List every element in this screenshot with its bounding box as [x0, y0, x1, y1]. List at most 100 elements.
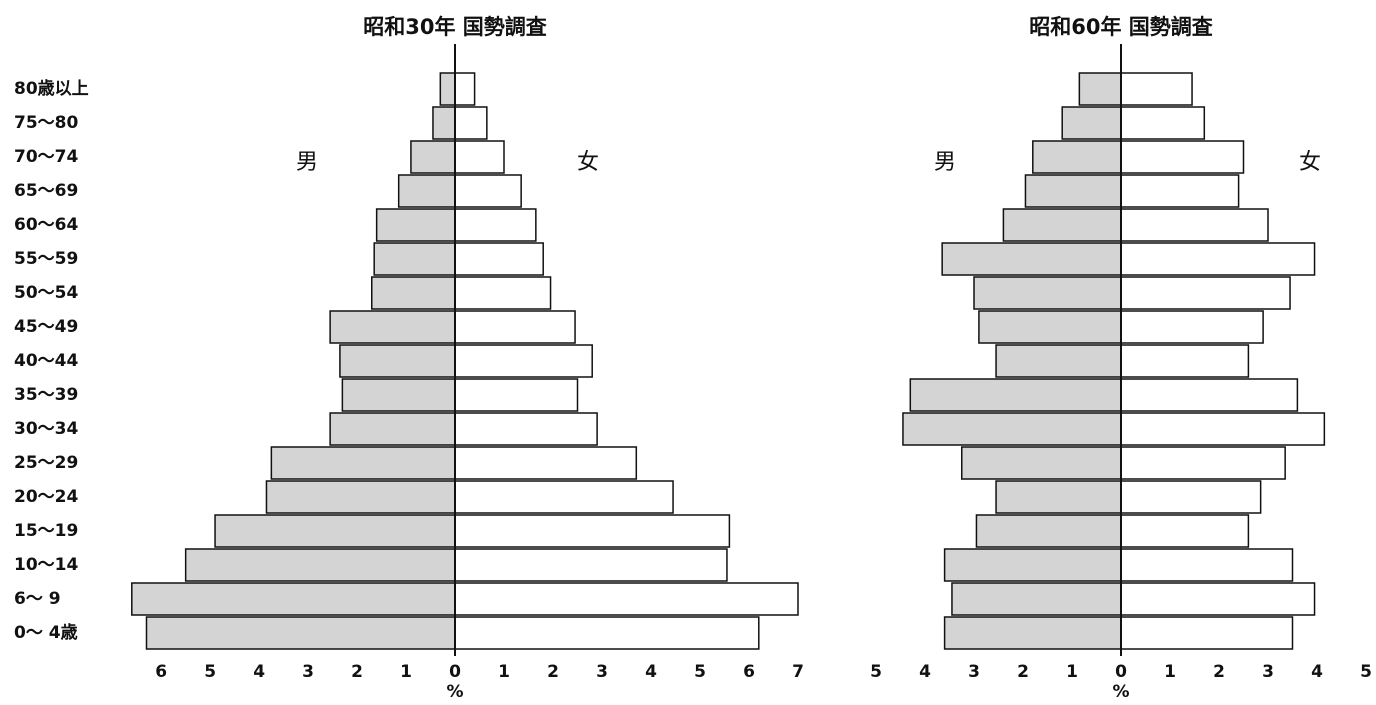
- x-tick-label: 1: [498, 662, 510, 682]
- x-tick-label: 3: [596, 662, 608, 682]
- bar: [454, 514, 731, 548]
- bar: [1032, 140, 1122, 174]
- bar: [909, 378, 1122, 412]
- bar: [1120, 72, 1193, 106]
- bar: [454, 276, 552, 310]
- bar: [454, 310, 576, 344]
- bar: [329, 412, 456, 446]
- series-label: 女: [1299, 150, 1321, 175]
- x-tick-label: 1: [1164, 662, 1176, 682]
- x-tick-label: 2: [1213, 662, 1225, 682]
- bar: [341, 378, 456, 412]
- x-tick-label: 6: [743, 662, 755, 682]
- x-axis-label: %: [1112, 682, 1129, 701]
- series-label: 女: [577, 150, 599, 175]
- bar: [943, 616, 1122, 650]
- bar: [1120, 480, 1262, 514]
- bar: [454, 378, 579, 412]
- bar: [270, 446, 456, 480]
- x-tick-label: 5: [870, 662, 882, 682]
- bar: [375, 208, 456, 242]
- y-tick-label: 60～64: [14, 215, 78, 235]
- bar: [902, 412, 1122, 446]
- bar: [432, 106, 456, 140]
- bar: [1024, 174, 1122, 208]
- x-tick-label: 6: [155, 662, 167, 682]
- bar: [1002, 208, 1122, 242]
- x-tick-label: 5: [1360, 662, 1372, 682]
- bar: [1120, 616, 1294, 650]
- bar: [1120, 344, 1250, 378]
- y-tick-label: 55～59: [14, 249, 78, 269]
- bar: [131, 582, 456, 616]
- x-tick-label: 0: [449, 662, 461, 682]
- bar: [1061, 106, 1122, 140]
- bar: [454, 480, 674, 514]
- x-tick-label: 3: [302, 662, 314, 682]
- x-tick-label: 7: [792, 662, 804, 682]
- bar: [454, 208, 537, 242]
- bar: [373, 242, 456, 276]
- bar: [1120, 140, 1245, 174]
- bar: [454, 242, 544, 276]
- y-tick-label: 0～ 4歳: [14, 622, 78, 643]
- bar: [978, 310, 1122, 344]
- bar: [1120, 446, 1286, 480]
- y-tick-label: 65～69: [14, 181, 78, 201]
- bar: [184, 548, 456, 582]
- y-tick-label: 70～74: [14, 147, 78, 167]
- bar: [214, 514, 456, 548]
- bar: [145, 616, 456, 650]
- bar: [454, 616, 760, 650]
- y-tick-label: 25～29: [14, 453, 78, 473]
- bar: [454, 548, 728, 582]
- bar: [329, 310, 456, 344]
- bar: [397, 174, 456, 208]
- bar: [951, 582, 1122, 616]
- bar: [995, 480, 1122, 514]
- bar: [941, 242, 1122, 276]
- y-tick-label: 80歳以上: [14, 78, 89, 99]
- x-tick-label: 2: [351, 662, 363, 682]
- y-tick-label: 15～19: [14, 521, 78, 541]
- bar: [1120, 514, 1250, 548]
- y-tick-label: 30～34: [14, 419, 78, 439]
- bar: [1120, 106, 1206, 140]
- y-tick-label: 50～54: [14, 283, 78, 303]
- x-tick-label: 4: [253, 662, 265, 682]
- y-tick-label: 35～39: [14, 385, 78, 405]
- bar: [961, 446, 1122, 480]
- bar: [943, 548, 1122, 582]
- chart-title: 昭和60年 国勢調査: [1029, 15, 1213, 39]
- bar: [1120, 208, 1269, 242]
- bar: [1120, 412, 1326, 446]
- x-tick-label: 3: [1262, 662, 1274, 682]
- bar: [995, 344, 1122, 378]
- bar: [454, 412, 598, 446]
- y-tick-label: 20～24: [14, 487, 78, 507]
- y-tick-label: 75～80: [14, 113, 78, 133]
- x-tick-label: 2: [547, 662, 559, 682]
- y-tick-label: 45～49: [14, 317, 78, 337]
- bar: [410, 140, 456, 174]
- y-tick-label: 6～ 9: [14, 589, 61, 609]
- x-tick-label: 0: [1115, 662, 1127, 682]
- series-label: 男: [934, 150, 956, 175]
- x-tick-label: 4: [919, 662, 931, 682]
- x-tick-label: 5: [694, 662, 706, 682]
- x-tick-label: 4: [1311, 662, 1323, 682]
- x-tick-label: 4: [645, 662, 657, 682]
- chart-title: 昭和30年 国勢調査: [363, 15, 547, 39]
- bar: [1078, 72, 1122, 106]
- bar: [439, 72, 456, 106]
- bar: [1120, 276, 1291, 310]
- bar: [975, 514, 1122, 548]
- bar: [454, 174, 522, 208]
- bar: [1120, 310, 1264, 344]
- bar: [454, 582, 799, 616]
- bar: [371, 276, 456, 310]
- bar: [265, 480, 456, 514]
- y-tick-label: 40～44: [14, 351, 78, 371]
- bar: [454, 344, 593, 378]
